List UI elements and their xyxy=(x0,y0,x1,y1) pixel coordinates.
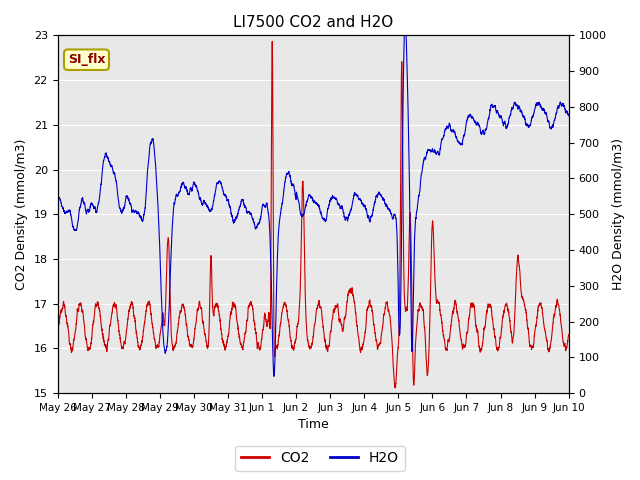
Title: LI7500 CO2 and H2O: LI7500 CO2 and H2O xyxy=(233,15,393,30)
Y-axis label: CO2 Density (mmol/m3): CO2 Density (mmol/m3) xyxy=(15,139,28,290)
Legend: CO2, H2O: CO2, H2O xyxy=(236,445,404,471)
Y-axis label: H2O Density (mmol/m3): H2O Density (mmol/m3) xyxy=(612,138,625,290)
X-axis label: Time: Time xyxy=(298,419,328,432)
Text: SI_flx: SI_flx xyxy=(68,53,105,66)
